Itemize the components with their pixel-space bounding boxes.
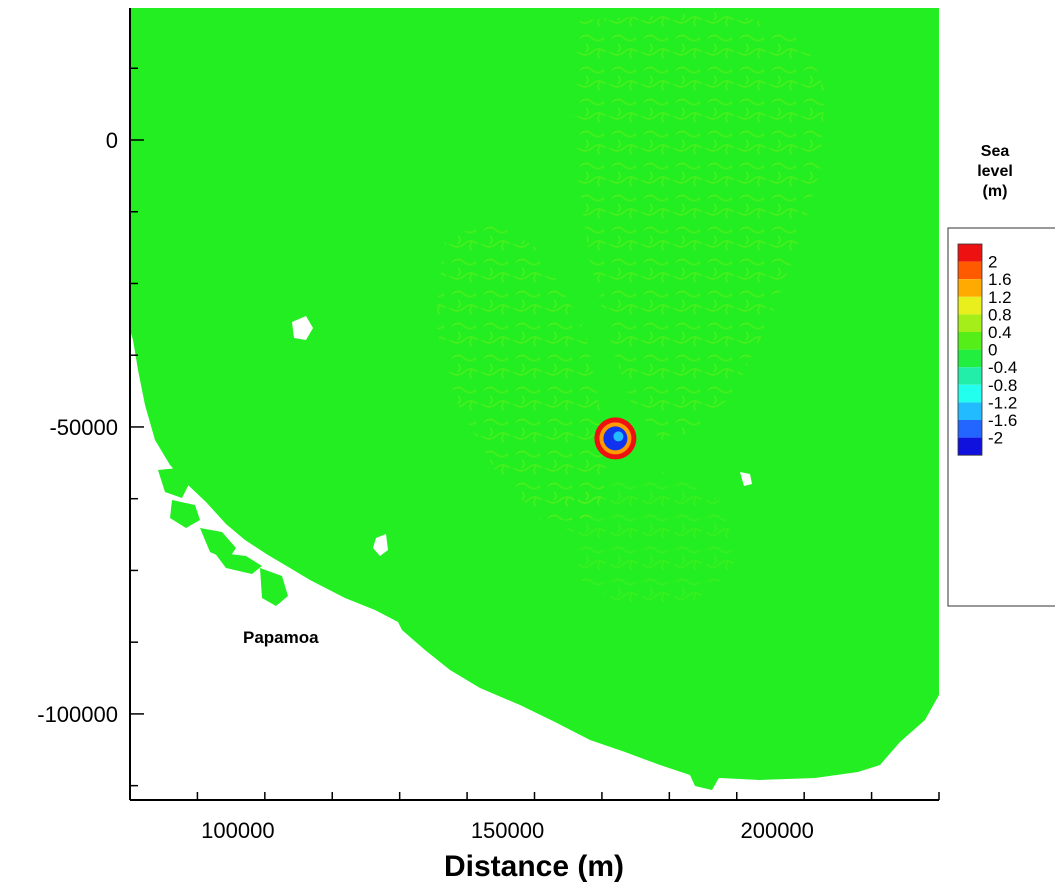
legend-title-line-2: level: [977, 163, 1013, 180]
place-label-papamoa: Papamoa: [243, 628, 319, 647]
island-holes: [292, 316, 752, 556]
legend-swatch: [958, 296, 982, 315]
x-axis-title: Distance (m): [444, 850, 624, 883]
legend: Sea level (m) 21.61.20.80.40-0.4-0.8-1.2…: [947, 143, 1055, 607]
x-tick-label: 150000: [471, 818, 544, 843]
legend-label: 1.2: [988, 288, 1012, 307]
y-axis: 0 -50000 -100000: [37, 8, 144, 800]
y-tick-label: -100000: [37, 702, 118, 727]
legend-label: 0.4: [988, 323, 1012, 342]
tsunami-source-marker: [594, 417, 637, 460]
legend-swatch: [958, 384, 982, 403]
legend-swatch: [958, 367, 982, 385]
legend-title-line-1: Sea: [981, 143, 1010, 160]
legend-label: 0: [988, 341, 997, 360]
y-tick-label: 0: [106, 128, 118, 153]
legend-swatch: [958, 332, 982, 350]
legend-swatch: [958, 349, 982, 368]
y-tick-label: -50000: [49, 415, 118, 440]
legend-swatch: [958, 314, 982, 332]
legend-colorbar-frame: [957, 243, 983, 456]
legend-swatch: [958, 244, 982, 262]
legend-swatch: [958, 420, 982, 438]
source-core-inner: [613, 431, 624, 442]
legend-swatch: [958, 402, 982, 420]
legend-title-line-3: (m): [983, 183, 1008, 200]
legend-swatch: [958, 437, 982, 456]
legend-swatch: [958, 261, 982, 280]
legend-label: -0.8: [988, 376, 1017, 395]
wave-texture-south: [560, 470, 740, 610]
legend-label: -1.2: [988, 393, 1017, 412]
legend-label: -2: [988, 429, 1003, 448]
legend-swatch: [958, 279, 982, 297]
wave-texture-west: [435, 220, 610, 520]
x-tick-label: 200000: [740, 818, 813, 843]
legend-label: 2: [988, 253, 997, 272]
plot-area: Papamoa: [130, 8, 939, 790]
legend-label: -0.4: [988, 358, 1017, 377]
wave-texture-north: [572, 12, 825, 440]
x-axis: Distance (m) 100000 150000 200000: [129, 792, 940, 883]
coastal-fragments: [158, 468, 720, 790]
legend-label: 1.6: [988, 270, 1012, 289]
legend-label: -1.6: [988, 411, 1017, 430]
x-tick-label: 100000: [201, 818, 274, 843]
legend-label: 0.8: [988, 305, 1012, 324]
